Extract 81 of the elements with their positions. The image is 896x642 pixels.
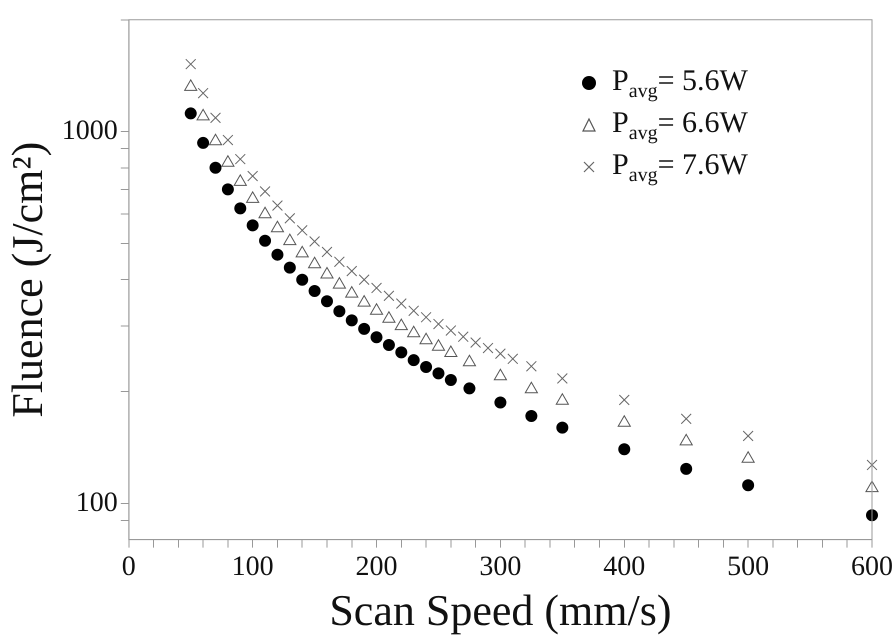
point [680, 462, 692, 475]
legend-label: P$_{avg}$= 5.6W [612, 63, 748, 104]
point [432, 367, 444, 380]
point [463, 382, 476, 394]
x-tick-label: 200 [356, 550, 398, 582]
point [284, 262, 296, 274]
point [358, 274, 370, 286]
point [309, 236, 320, 247]
point [371, 282, 382, 294]
point [618, 394, 630, 406]
point [210, 112, 221, 124]
point [396, 298, 407, 310]
point [333, 305, 346, 318]
point [444, 346, 458, 358]
point [246, 219, 259, 232]
legend-label: P$_{avg}$= 6.6W [612, 105, 748, 146]
point [395, 346, 408, 358]
point [272, 200, 283, 212]
x-tick-label: 100 [232, 550, 274, 582]
x-axis-title: Scan Speed (mm/s) [329, 586, 672, 636]
point [370, 331, 383, 344]
point [222, 134, 234, 146]
point [382, 338, 395, 351]
point [320, 295, 333, 308]
point [296, 274, 308, 286]
point [433, 318, 444, 330]
point [308, 284, 321, 297]
point [334, 256, 345, 268]
x-tick-label: 400 [603, 550, 646, 582]
point [866, 460, 878, 470]
point [866, 509, 878, 522]
point [345, 286, 358, 298]
point [234, 202, 246, 214]
y-tick-label: 1000 [62, 115, 118, 146]
point [556, 373, 568, 384]
point [322, 246, 332, 258]
point [680, 413, 692, 424]
point [618, 443, 630, 456]
point [458, 331, 469, 342]
point [358, 322, 370, 335]
point [445, 325, 456, 336]
point [346, 314, 358, 326]
x-tick-label: 600 [851, 550, 893, 582]
point [259, 234, 272, 247]
point [332, 277, 346, 289]
point [494, 348, 506, 360]
point [420, 312, 432, 323]
point [247, 170, 258, 182]
point [556, 422, 568, 434]
point [222, 183, 234, 196]
point [320, 267, 334, 279]
point [494, 396, 506, 408]
point [271, 248, 284, 261]
point [507, 353, 518, 364]
point [284, 212, 296, 224]
point [383, 290, 394, 302]
point [184, 107, 197, 120]
point [210, 162, 222, 174]
point [346, 266, 358, 277]
point [198, 88, 209, 99]
point [444, 374, 457, 386]
x-tick-label: 500 [727, 550, 770, 582]
legend-label: P$_{avg}$= 7.6W [612, 147, 748, 188]
point [742, 479, 754, 492]
point [526, 360, 537, 372]
point [234, 154, 246, 165]
x-tick-label: 0 [122, 550, 136, 582]
point [525, 410, 538, 422]
point [185, 58, 196, 70]
point [482, 342, 494, 354]
x-tick-label: 300 [479, 550, 522, 582]
point [408, 305, 420, 316]
y-axis-title: Fluence (J/cm²) [2, 142, 52, 418]
point [408, 354, 420, 366]
point [283, 234, 296, 246]
point [470, 337, 482, 348]
point [420, 360, 432, 373]
point [742, 430, 754, 442]
point [296, 224, 308, 236]
point [260, 186, 271, 197]
point [197, 136, 210, 149]
